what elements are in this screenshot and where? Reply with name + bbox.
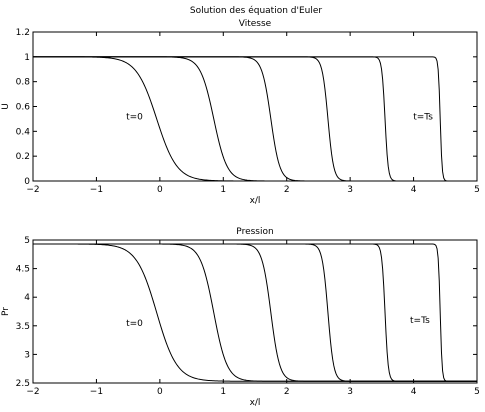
pressure-x-tick-label: 0	[157, 387, 163, 397]
velocity-x-tick-label: 0	[157, 185, 163, 195]
pressure-profile-line	[33, 243, 477, 382]
pressure-y-tick-label: 2.5	[16, 379, 30, 389]
velocity-profile-line	[33, 56, 477, 181]
pressure-x-tick-label: 2	[284, 387, 290, 397]
pressure-y-tick-label: 3	[24, 350, 30, 360]
velocity-axes-box	[32, 31, 478, 182]
velocity-x-tick-label: 2	[284, 185, 290, 195]
velocity-profile-line	[33, 56, 477, 181]
pressure-x-tick-label: −2	[26, 387, 39, 397]
velocity-x-axis-label: x/l	[250, 196, 261, 206]
pressure-y-tick-label: 5	[24, 236, 30, 246]
velocity-y-axis-label: U	[1, 103, 11, 110]
velocity-y-tick-label: 0.6	[16, 103, 31, 113]
pressure-y-tick-label: 4.5	[16, 265, 30, 275]
pressure-chart: Pression −2 −1 0 1 2 3 4 5 2.5 3 3.5 4 4.5 5 x/l Pr t=0 t=…	[1, 227, 480, 408]
velocity-y-tick-label: 0.4	[16, 127, 31, 137]
pressure-y-axis-label: Pr	[1, 307, 11, 316]
pressure-x-axis-label: x/l	[250, 398, 261, 408]
pressure-chart-title: Pression	[236, 227, 273, 237]
pressure-axes-box	[32, 239, 478, 384]
pressure-annotation: t=Ts	[410, 316, 430, 326]
velocity-x-tick-label: 5	[474, 185, 480, 195]
velocity-x-tick-label: 4	[411, 185, 417, 195]
pressure-profile-line	[33, 243, 477, 382]
velocity-y-tick-label: 0.2	[16, 152, 30, 162]
pressure-x-tick-label: 3	[347, 387, 353, 397]
velocity-y-tick-label: 1.2	[16, 28, 30, 38]
velocity-y-tick-label: 0	[24, 177, 30, 187]
pressure-x-tick-label: −1	[90, 387, 103, 397]
velocity-profile-line	[33, 56, 477, 181]
velocity-x-tick-label: 1	[220, 185, 226, 195]
velocity-x-tick-label: −1	[90, 185, 103, 195]
velocity-x-tick-label: 3	[347, 185, 353, 195]
pressure-x-tick-label: 4	[411, 387, 417, 397]
velocity-annotation: t=Ts	[413, 112, 433, 122]
pressure-profile-line	[33, 243, 477, 382]
velocity-y-tick-label: 0.8	[16, 78, 31, 88]
velocity-profile-line	[33, 56, 477, 181]
pressure-y-tick-label: 3.5	[16, 322, 30, 332]
pressure-annotation: t=0	[126, 319, 143, 329]
pressure-x-tick-label: 1	[220, 387, 226, 397]
pressure-x-tick-label: 5	[474, 387, 480, 397]
velocity-annotation: t=0	[126, 112, 143, 122]
velocity-profile-line	[33, 56, 477, 181]
velocity-x-tick-label: −2	[26, 185, 39, 195]
pressure-profile-line	[33, 243, 477, 382]
pressure-y-tick-label: 4	[24, 293, 30, 303]
velocity-profile-line	[33, 56, 477, 181]
velocity-chart-title: Vitesse	[239, 19, 272, 29]
velocity-chart: Vitesse −2 −1 0 1 2 3 4 5 0 0.2 0.4 0.6 0.8 1 1.2 x/l Ut=…	[1, 19, 480, 206]
velocity-curves	[33, 56, 477, 181]
pressure-profile-line	[33, 243, 477, 382]
pressure-curves	[33, 243, 477, 382]
pressure-profile-line	[33, 243, 477, 382]
velocity-y-tick-label: 1	[24, 53, 30, 63]
figure-title: Solution des équation d'Euler	[190, 5, 323, 16]
